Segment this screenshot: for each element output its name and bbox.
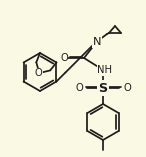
Text: S: S xyxy=(98,81,108,95)
Text: O: O xyxy=(60,53,68,63)
Text: O: O xyxy=(75,83,83,93)
Text: O: O xyxy=(123,83,131,93)
Text: O: O xyxy=(34,68,42,78)
Text: NH: NH xyxy=(98,65,113,75)
Text: N: N xyxy=(93,37,101,47)
